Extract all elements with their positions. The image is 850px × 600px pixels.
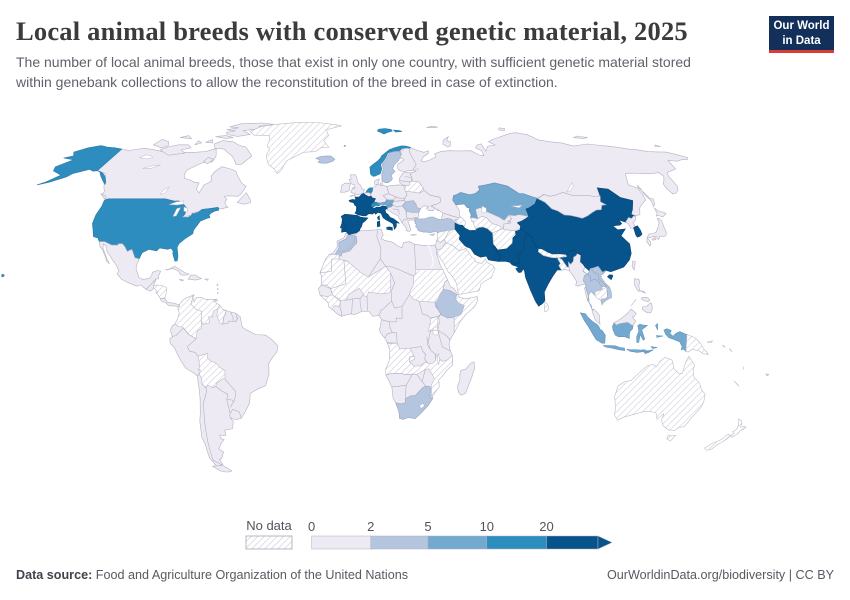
- svg-text:5: 5: [424, 519, 431, 534]
- svg-text:20: 20: [539, 519, 553, 534]
- svg-text:No data: No data: [246, 518, 292, 533]
- svg-text:10: 10: [480, 519, 494, 534]
- svg-text:2: 2: [367, 519, 374, 534]
- svg-text:0: 0: [308, 519, 315, 534]
